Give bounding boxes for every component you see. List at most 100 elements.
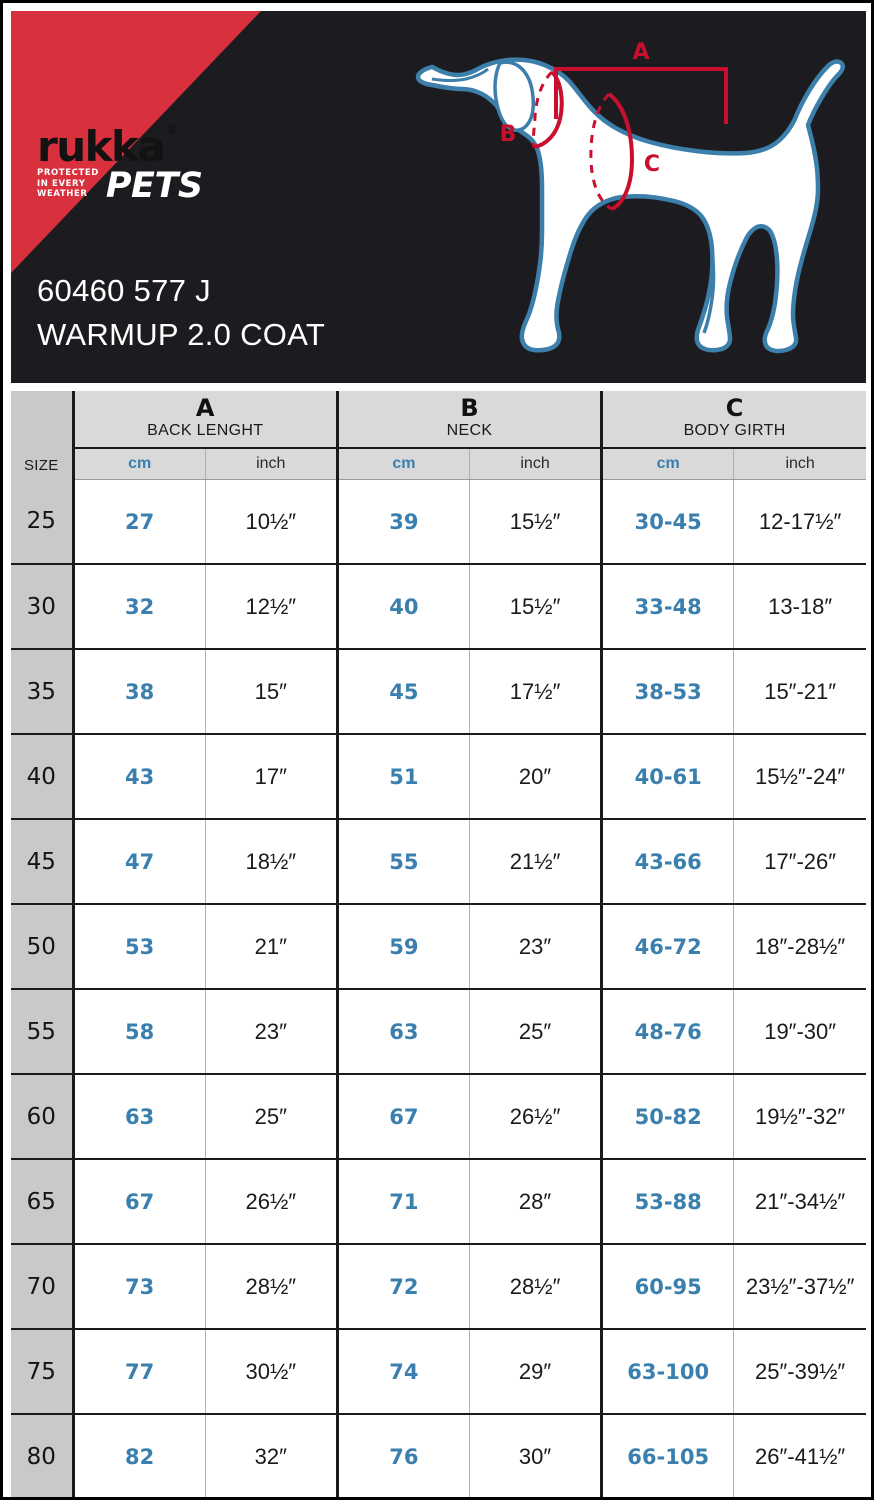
cell-a-in: 15″ [204,649,338,735]
cell-c-in: 15½″-24″ [733,734,866,820]
cell-c-in: 23½″-37½″ [733,1244,866,1330]
cell-b-in: 28″ [468,1159,602,1245]
cell-a-in: 18½″ [204,819,338,905]
cell-b-in: 17½″ [468,649,602,735]
row-size-label: 25 [11,479,75,565]
cell-b-in: 15½″ [468,479,602,565]
row-size-label: 75 [11,1329,75,1415]
dog-diagram-svg: A B C [415,40,846,354]
table-header-group-row: SIZE A BACK LENGHT B NECK C BODY GIRTH [11,391,866,480]
cell-c-cm: 50-82 [600,1074,734,1160]
dog-measurement-diagram: A B C [396,19,856,379]
brand-subline: PROTECTED IN EVERY WEATHER PETS [37,166,247,207]
cell-b-cm: 39 [335,479,470,565]
row-size-label: 50 [11,904,75,990]
cell-a-cm: 67 [71,1159,206,1245]
cell-b-cm: 74 [335,1329,470,1415]
cell-c-in: 25″-39½″ [733,1329,866,1415]
cell-b-in: 26½″ [468,1074,602,1160]
cell-c-cm: 53-88 [600,1159,734,1245]
header-unit-a-cm: cm [71,448,206,480]
red-triangle-decoration [11,11,261,273]
table-row: 80 82 32″ 76 30″ 66-105 26″-41½″ [11,1414,866,1497]
header-unit-c-inch: inch [733,448,866,480]
cell-b-in: 25″ [468,989,602,1075]
measurement-b-ellipse: B [500,70,564,149]
brand-sub-pets: PETS [105,166,203,207]
cell-a-cm: 73 [71,1244,206,1330]
cell-b-in: 20″ [468,734,602,820]
cell-a-cm: 63 [71,1074,206,1160]
cell-a-in: 17″ [204,734,338,820]
cell-b-cm: 63 [335,989,470,1075]
cell-c-cm: 30-45 [600,479,734,565]
cell-a-cm: 32 [71,564,206,650]
cell-b-cm: 72 [335,1244,470,1330]
cell-c-cm: 46-72 [600,904,734,990]
dog-silhouette-icon [415,57,846,354]
cell-b-in: 29″ [468,1329,602,1415]
header-unit-a-inch: inch [204,448,338,480]
brand-logo: rukka ® PROTECTED IN EVERY WEATHER PETS [37,124,247,207]
cell-c-in: 19½″-32″ [733,1074,866,1160]
header-group-c: C BODY GIRTH [600,391,866,449]
cell-c-in: 17″-26″ [733,819,866,905]
cell-c-in: 18″-28½″ [733,904,866,990]
cell-c-cm: 38-53 [600,649,734,735]
cell-c-in: 13-18″ [733,564,866,650]
row-size-label: 45 [11,819,75,905]
cell-a-in: 10½″ [204,479,338,565]
cell-c-in: 15″-21″ [733,649,866,735]
measurement-a-label: A [632,40,649,65]
cell-c-cm: 48-76 [600,989,734,1075]
table-row: 25 27 10½″ 39 15½″ 30-45 12-17½″ [11,479,866,565]
cell-b-in: 21½″ [468,819,602,905]
cell-a-cm: 58 [71,989,206,1075]
header-group-b-letter: B [460,394,479,422]
cell-a-cm: 77 [71,1329,206,1415]
measurement-c-ellipse: C [589,92,660,211]
cell-a-cm: 82 [71,1414,206,1497]
header-unit-b-cm: cm [335,448,470,480]
table-row: 60 63 25″ 67 26½″ 50-82 19½″-32″ [11,1074,866,1160]
header-panel: rukka ® PROTECTED IN EVERY WEATHER PETS 6… [11,11,866,383]
cell-b-cm: 45 [335,649,470,735]
table-row: 45 47 18½″ 55 21½″ 43-66 17″-26″ [11,819,866,905]
table-row: 65 67 26½″ 71 28″ 53-88 21″-34½″ [11,1159,866,1245]
table-row: 70 73 28½″ 72 28½″ 60-95 23½″-37½″ [11,1244,866,1330]
table-row: 35 38 15″ 45 17½″ 38-53 15″-21″ [11,649,866,735]
cell-a-in: 23″ [204,989,338,1075]
table-head: SIZE A BACK LENGHT B NECK C BODY GIRTH c… [11,391,866,480]
table-row: 50 53 21″ 59 23″ 46-72 18″-28½″ [11,904,866,990]
cell-b-in: 30″ [468,1414,602,1497]
cell-a-in: 30½″ [204,1329,338,1415]
row-size-label: 80 [11,1414,75,1497]
header-group-b-desc: NECK [446,422,493,440]
cell-a-in: 26½″ [204,1159,338,1245]
cell-a-in: 12½″ [204,564,338,650]
brand-name-rukka: rukka ® [37,124,178,168]
cell-a-in: 25″ [204,1074,338,1160]
cell-b-cm: 59 [335,904,470,990]
header-unit-b-inch: inch [468,448,602,480]
cell-b-in: 15½″ [468,564,602,650]
header-group-c-letter: C [725,394,744,422]
header-group-b: B NECK [335,391,602,449]
table-row: 55 58 23″ 63 25″ 48-76 19″-30″ [11,989,866,1075]
cell-c-in: 21″-34½″ [733,1159,866,1245]
cell-c-in: 26″-41½″ [733,1414,866,1497]
cell-b-in: 23″ [468,904,602,990]
measurement-c-label: C [644,152,660,177]
brand-tagline: PROTECTED IN EVERY WEATHER [37,167,99,200]
cell-a-in: 21″ [204,904,338,990]
cell-c-cm: 63-100 [600,1329,734,1415]
cell-a-cm: 38 [71,649,206,735]
cell-a-cm: 53 [71,904,206,990]
row-size-label: 65 [11,1159,75,1245]
cell-b-cm: 55 [335,819,470,905]
cell-b-cm: 67 [335,1074,470,1160]
header-size: SIZE [11,391,75,480]
cell-a-in: 28½″ [204,1244,338,1330]
brand-wordmark: rukka [37,122,166,171]
